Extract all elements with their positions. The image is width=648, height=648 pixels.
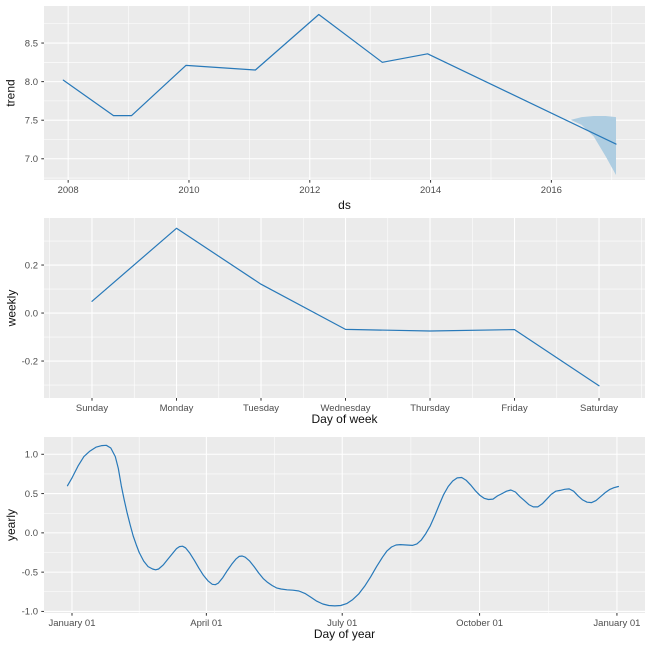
y-tick-label-trend: 7.0 [25, 154, 38, 165]
y-tick-label-weekly: -0.2 [22, 356, 38, 367]
x-tick-label-weekly: Tuesday [243, 403, 279, 414]
weekly-line [91, 227, 600, 387]
panel-background-yearly [44, 437, 645, 613]
y-tick-label-weekly: 0.0 [25, 308, 38, 319]
x-tick-label-yearly: April 01 [190, 618, 222, 629]
y-tick-label-trend: 8.0 [25, 77, 38, 88]
x-tick-label-weekly: Wednesday [321, 403, 371, 414]
x-axis-title-day-of-week: Day of week [311, 412, 378, 426]
y-axis-title-yearly: yearly [4, 508, 19, 542]
y-axis-title-box-yearly: yearly [0, 437, 22, 613]
y-tick-label-yearly: -1.0 [22, 607, 38, 618]
x-tick-label-weekly: Monday [160, 403, 194, 414]
yearly-line [66, 444, 620, 607]
y-axis-title-box-trend: trend [0, 6, 22, 180]
x-tick-label-yearly: January 01 [48, 618, 95, 629]
x-tick-label-trend: 2012 [299, 185, 320, 196]
y-tick-label-yearly: 1.0 [25, 450, 38, 461]
x-tick-label-weekly: Thursday [410, 403, 450, 414]
y-tick-label-yearly: 0.5 [25, 489, 38, 500]
y-tick-label-trend: 7.5 [25, 115, 38, 126]
x-tick-label-weekly: Saturday [580, 403, 618, 414]
x-axis-title-ds: ds [338, 198, 351, 212]
x-tick-label-trend: 2010 [178, 185, 199, 196]
x-tick-label-trend: 2014 [420, 185, 441, 196]
y-tick-label-weekly: 0.2 [25, 260, 38, 271]
y-tick-label-trend: 8.5 [25, 38, 38, 49]
panel-background-trend [44, 6, 645, 180]
x-tick-label-weekly: Sunday [76, 403, 108, 414]
trend-uncertainty-interval [570, 115, 617, 175]
y-axis-title-box-weekly: weekly [0, 218, 22, 398]
y-axis-title-trend: trend [4, 79, 19, 107]
y-axis-title-weekly: weekly [4, 289, 18, 327]
x-tick-label-weekly: Friday [501, 403, 528, 414]
y-tick-label-yearly: -0.5 [22, 567, 38, 578]
trend-line [62, 13, 617, 145]
y-tick-label-yearly: 0.0 [25, 528, 38, 539]
x-tick-label-trend: 2016 [541, 185, 562, 196]
x-tick-label-yearly: October 01 [456, 618, 503, 629]
x-tick-label-yearly: July 01 [327, 618, 357, 629]
x-tick-label-yearly: January 01 [593, 618, 640, 629]
x-tick-label-trend: 2008 [58, 185, 79, 196]
panel-background-weekly [44, 218, 645, 398]
x-axis-title-day-of-year: Day of year [313, 627, 376, 641]
